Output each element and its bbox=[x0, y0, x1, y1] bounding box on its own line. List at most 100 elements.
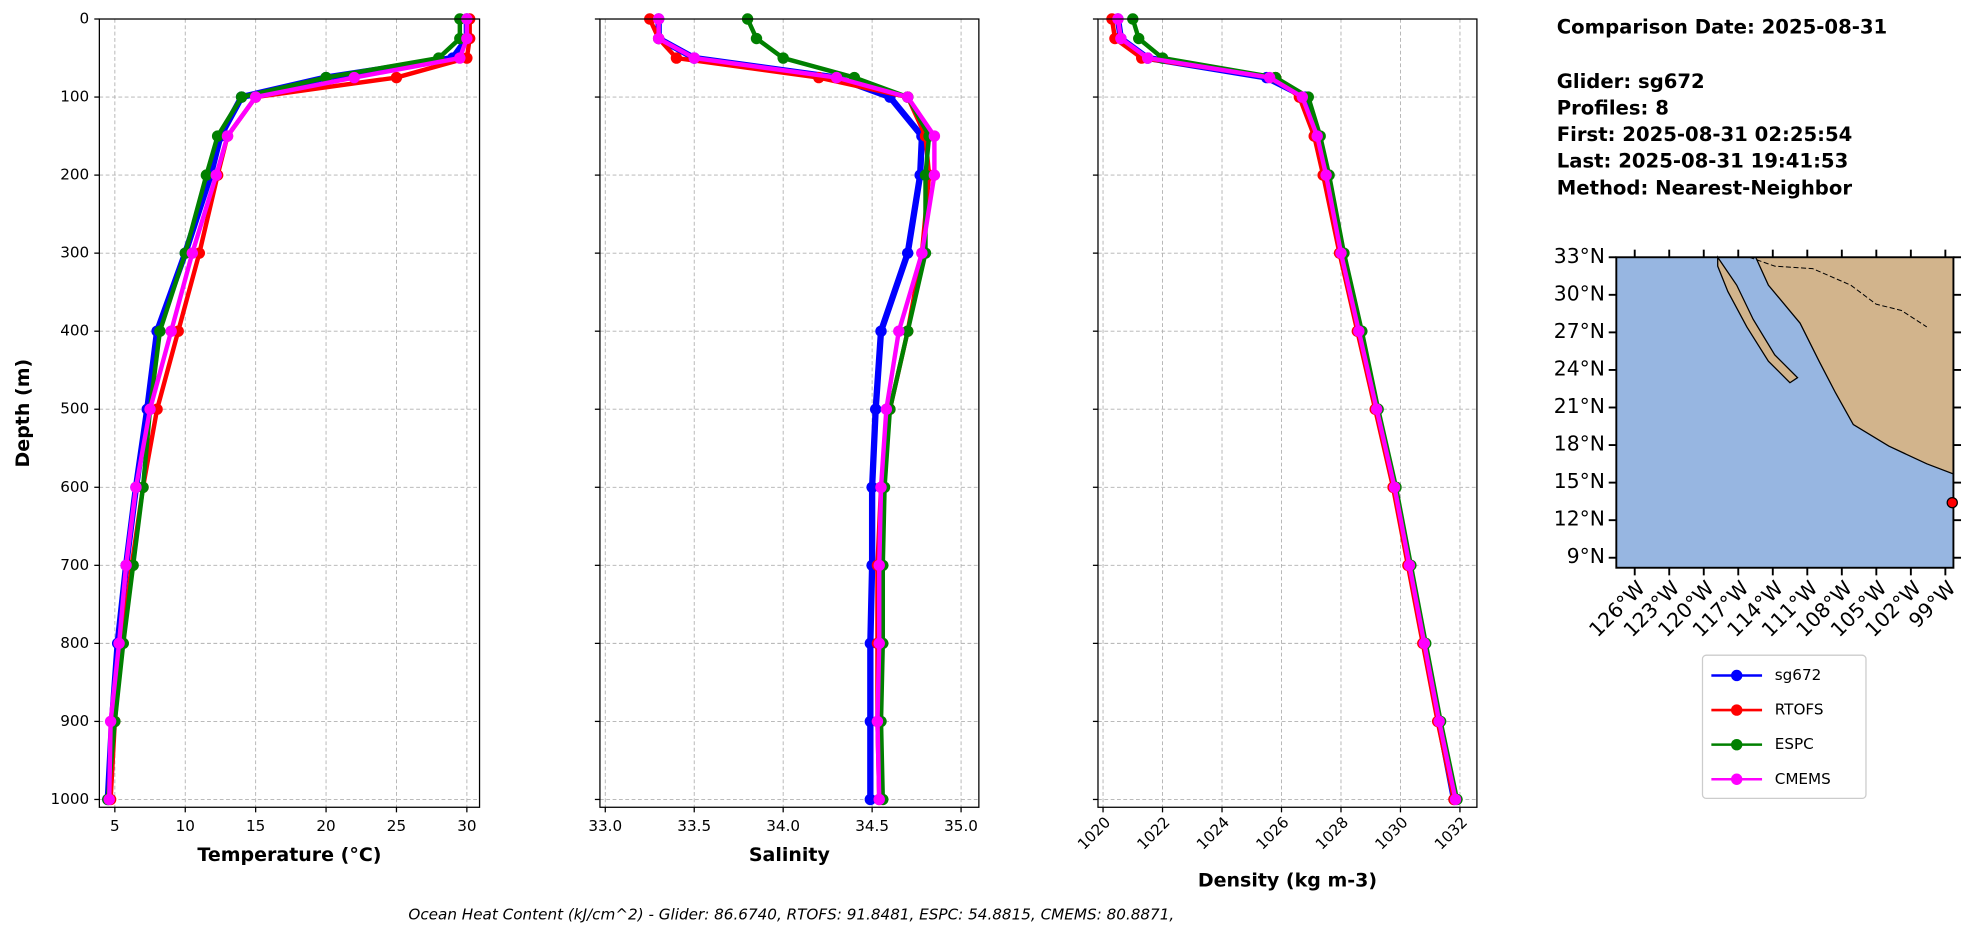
profile-marker bbox=[928, 130, 941, 142]
profile-marker bbox=[1311, 130, 1323, 142]
profile-marker bbox=[750, 32, 763, 45]
profile-marker bbox=[235, 91, 248, 103]
profile-marker bbox=[688, 52, 700, 64]
y-tick-label: 9°N bbox=[1567, 544, 1605, 568]
legend-label: CMEMS bbox=[1775, 770, 1831, 788]
profile-marker bbox=[873, 559, 885, 572]
info-line: First: 2025-08-31 02:25:54 bbox=[1557, 123, 1853, 146]
x-tick-label: 33.5 bbox=[677, 817, 711, 835]
y-tick-label: 500 bbox=[60, 400, 89, 418]
profile-marker bbox=[1133, 32, 1145, 45]
x-tick-label: 1030 bbox=[1371, 813, 1411, 853]
profile-marker bbox=[830, 71, 843, 84]
info-line: Last: 2025-08-31 19:41:53 bbox=[1557, 150, 1848, 173]
profile-marker bbox=[144, 403, 156, 415]
profile-marker bbox=[120, 559, 132, 572]
profile-marker bbox=[165, 325, 177, 337]
x-tick-label: 33.0 bbox=[588, 817, 622, 835]
x-tick-label: 1032 bbox=[1431, 813, 1471, 853]
profile-marker bbox=[1370, 403, 1383, 415]
profile-marker bbox=[104, 715, 117, 728]
profile-marker bbox=[461, 32, 473, 45]
profile-marker bbox=[919, 169, 932, 181]
legend bbox=[1701, 654, 1867, 800]
caption: Ocean Heat Content (kJ/cm^2) - Glider: 8… bbox=[408, 905, 1174, 923]
profile-marker bbox=[875, 481, 887, 493]
y-tick-label: 21°N bbox=[1554, 394, 1605, 418]
map-land bbox=[1717, 255, 1799, 384]
y-tick-label: 900 bbox=[60, 712, 89, 730]
profile-marker bbox=[866, 481, 878, 493]
info-line: Profiles: 8 bbox=[1557, 96, 1669, 119]
legend-marker bbox=[1731, 773, 1743, 785]
profile-marker bbox=[1403, 559, 1416, 572]
profile-marker bbox=[1418, 637, 1430, 650]
legend-label: sg672 bbox=[1775, 666, 1822, 684]
legend-label: ESPC bbox=[1775, 735, 1814, 753]
plot-frame bbox=[98, 18, 481, 808]
profile-marker bbox=[1263, 71, 1276, 84]
profile-marker bbox=[210, 169, 222, 181]
profile-marker bbox=[1335, 247, 1347, 259]
profile-marker bbox=[186, 247, 198, 259]
x-tick-label: 30 bbox=[457, 817, 476, 835]
profile-marker bbox=[154, 325, 166, 337]
profile-marker bbox=[901, 325, 914, 337]
info-line: Method: Nearest-Neighbor bbox=[1557, 176, 1853, 199]
profile-marker bbox=[1388, 481, 1401, 493]
y-tick-label: 24°N bbox=[1554, 356, 1605, 380]
profile-marker bbox=[864, 793, 877, 806]
x-tick-label: 25 bbox=[387, 817, 406, 835]
profile-marker bbox=[211, 130, 224, 142]
profile-marker bbox=[348, 71, 360, 84]
map-frame bbox=[1615, 256, 1955, 569]
profile-marker bbox=[901, 247, 914, 259]
profile-marker bbox=[871, 715, 884, 728]
profile-marker bbox=[869, 403, 882, 415]
x-tick-label: 1028 bbox=[1312, 813, 1352, 853]
y-tick-label: 200 bbox=[60, 166, 89, 184]
y-tick-label: 400 bbox=[60, 322, 89, 340]
profile-marker bbox=[1320, 169, 1332, 181]
x-axis-label: Density (kg m-3) bbox=[1198, 869, 1377, 891]
profile-marker bbox=[1353, 325, 1365, 337]
y-tick-label: 0 bbox=[80, 10, 90, 28]
legend-marker bbox=[1731, 738, 1743, 751]
profile-marker bbox=[777, 52, 789, 64]
profile-marker bbox=[916, 247, 928, 259]
legend-label: RTOFS bbox=[1775, 701, 1824, 719]
profile-marker bbox=[1433, 715, 1445, 728]
x-tick-label: 15 bbox=[246, 817, 265, 835]
x-tick-label: 10 bbox=[176, 817, 195, 835]
profile-marker bbox=[928, 169, 941, 181]
map-border bbox=[1749, 256, 1928, 328]
x-tick-label: 1022 bbox=[1134, 813, 1174, 853]
profile-marker bbox=[875, 325, 887, 337]
profile-marker bbox=[221, 130, 234, 142]
profile-marker bbox=[1115, 32, 1127, 45]
x-tick-label: 34.0 bbox=[766, 817, 800, 835]
profile-marker bbox=[670, 52, 683, 64]
x-tick-label: 34.5 bbox=[855, 817, 889, 835]
profile-marker bbox=[1449, 793, 1462, 806]
profile-marker bbox=[893, 325, 905, 337]
profile-marker bbox=[130, 481, 142, 493]
y-tick-label: 30°N bbox=[1554, 281, 1605, 305]
profile-marker bbox=[390, 71, 403, 84]
x-tick-label: 1024 bbox=[1193, 813, 1233, 853]
y-tick-label: 800 bbox=[60, 634, 89, 652]
profile-marker bbox=[873, 637, 885, 650]
y-tick-label: 100 bbox=[60, 88, 89, 106]
legend-marker bbox=[1731, 704, 1743, 716]
plot-frame bbox=[599, 18, 980, 808]
x-tick-label: 5 bbox=[110, 817, 120, 835]
profile-marker bbox=[652, 32, 665, 45]
x-tick-label: 20 bbox=[316, 817, 335, 835]
y-tick-label: 1000 bbox=[51, 790, 90, 808]
profile-marker bbox=[1141, 52, 1154, 64]
x-axis-label: Temperature (°C) bbox=[197, 844, 381, 866]
profile-marker bbox=[113, 637, 125, 650]
profile-marker bbox=[1296, 91, 1309, 103]
x-tick-label: 1026 bbox=[1253, 813, 1293, 853]
